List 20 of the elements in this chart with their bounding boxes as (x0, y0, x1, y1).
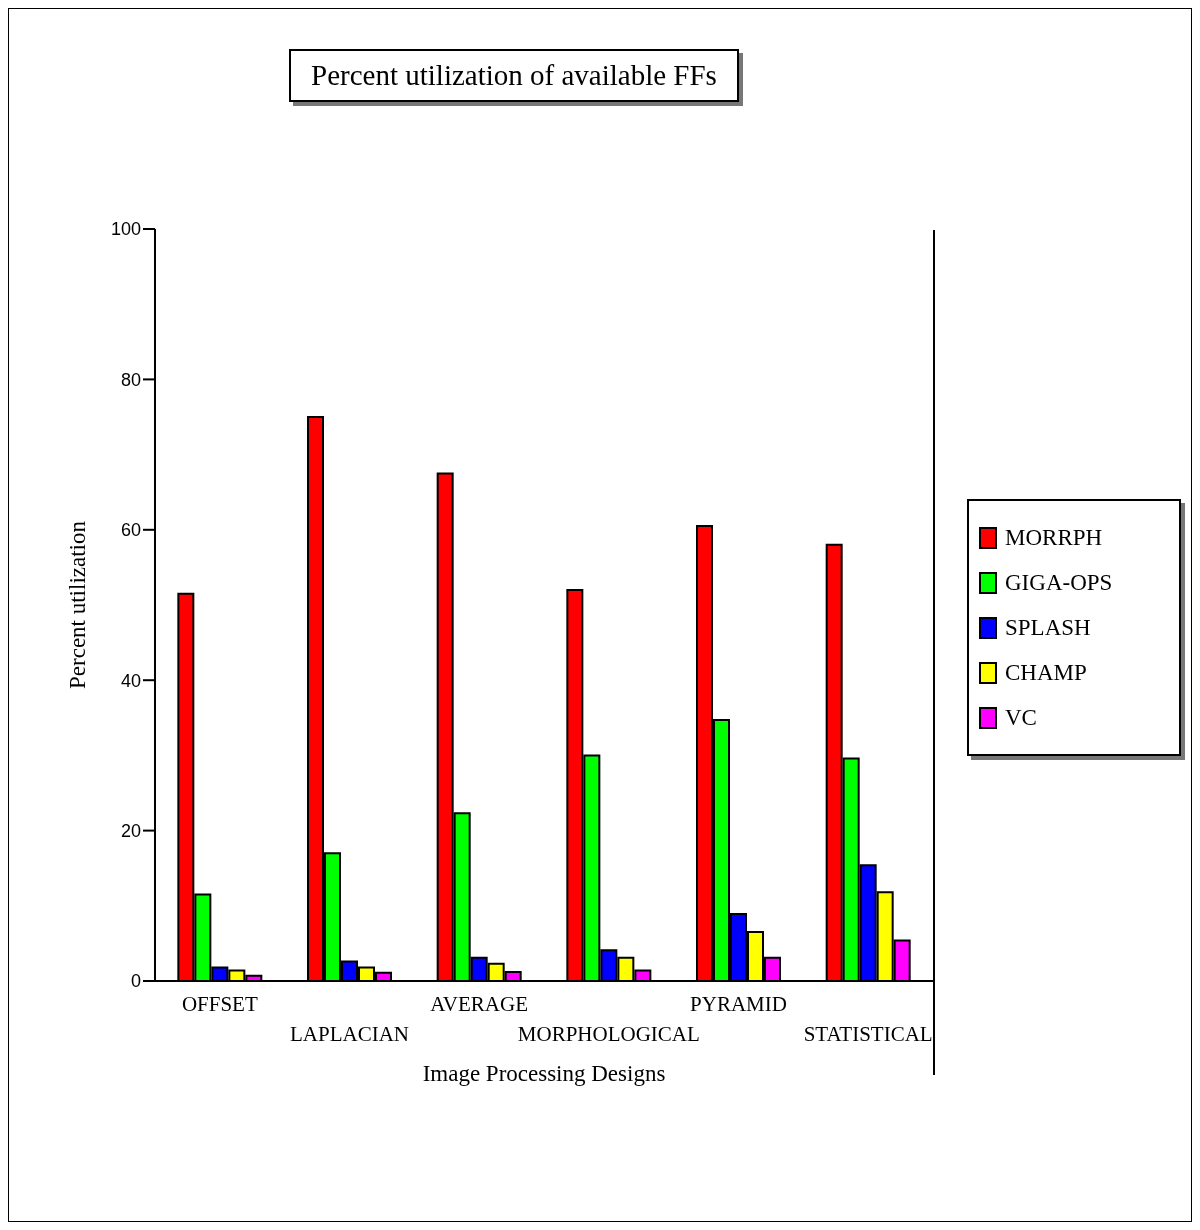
x-tick-label: AVERAGE (430, 992, 528, 1016)
x-tick-label: STATISTICAL (803, 1022, 933, 1046)
chart-title: Percent utilization of available FFs (289, 49, 739, 102)
y-tick-label: 60 (120, 520, 141, 541)
x-tick-label: MORPHOLOGICAL (517, 1022, 700, 1046)
y-tick-label: 100 (110, 219, 141, 240)
legend-label: GIGA-OPS (1005, 569, 1113, 596)
y-tick-label: 0 (130, 971, 141, 992)
y-axis-title: Percent utilization (65, 520, 91, 689)
y-tick-label: 20 (120, 820, 141, 841)
legend-label: CHAMP (1005, 659, 1087, 686)
legend-label: VC (1005, 704, 1037, 731)
y-tick-label: 40 (120, 670, 141, 691)
x-tick-label: LAPLACIAN (290, 1022, 409, 1046)
y-tick-label: 80 (120, 369, 141, 390)
legend-label: MORRPH (1005, 524, 1103, 551)
x-axis-title: Image Processing Designs (422, 1061, 666, 1086)
legend-label: SPLASH (1005, 614, 1091, 641)
x-tick-label: OFFSET (181, 992, 258, 1016)
x-tick-label: PYRAMID (690, 992, 787, 1016)
